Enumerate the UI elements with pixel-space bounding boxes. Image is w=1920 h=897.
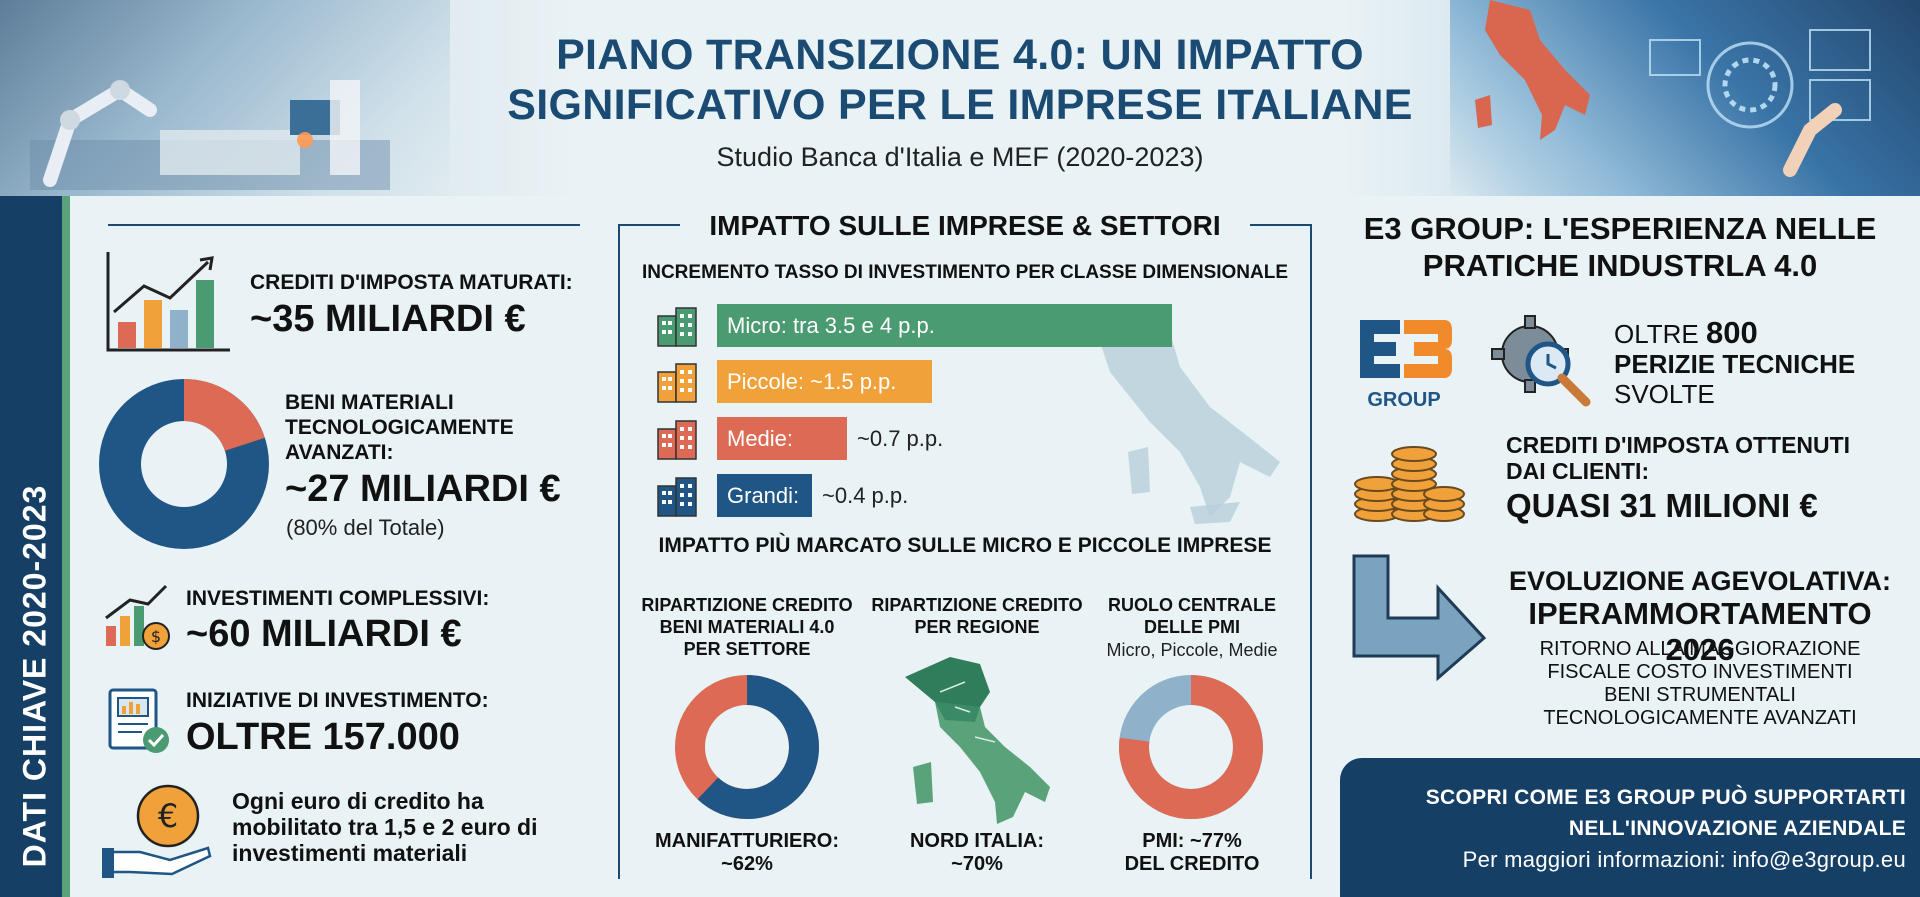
bar-value-3: ~0.4 p.p. — [822, 483, 909, 508]
header-banner: PIANO TRANSIZIONE 4.0: UN IMPATTO SIGNIF… — [0, 0, 1920, 196]
crediti-clienti-value: QUASI 31 MILIONI € — [1506, 487, 1818, 524]
robot-arm-icon — [30, 80, 390, 190]
sidebar-label: DATI CHIAVE 2020-2023 — [16, 484, 53, 868]
sector-chart-title: RIPARTIZIONE CREDITO BENI MATERIALI 4.0 … — [641, 595, 853, 659]
key-data-sidebar: DATI CHIAVE 2020-2023 — [0, 196, 70, 897]
region-chart-footer: NORD ITALIA: ~70% — [909, 830, 1045, 875]
left-divider — [108, 224, 580, 226]
beni-label: BENI MATERIALI TECNOLOGICAMENTE AVANZATI… — [285, 391, 514, 464]
perizie-text: OLTRE 800 PERIZIE TECNICHE SVOLTE — [1614, 315, 1856, 409]
svg-text:€: € — [158, 797, 178, 835]
building-icon — [654, 474, 700, 517]
svg-text:$: $ — [151, 627, 161, 646]
euro-hand-icon: € — [102, 784, 212, 878]
document-check-icon — [108, 688, 169, 753]
gear-magnifier-icon — [1491, 315, 1591, 407]
svg-text:GROUP: GROUP — [1367, 389, 1440, 411]
arrow-right-turn-icon — [1352, 554, 1487, 682]
italy-map-icon — [1475, 0, 1590, 140]
region-chart-title: RIPARTIZIONE CREDITO PER REGIONE — [871, 595, 1083, 637]
sector-chart-footer: MANIFATTURIERO: ~62% — [654, 830, 840, 875]
pmi-chart-title: RUOLO CENTRALE DELLE PMI — [1108, 595, 1276, 637]
invest-value: ~60 MILIARDI € — [186, 613, 462, 655]
bar-value-2: ~0.7 p.p. — [857, 426, 944, 451]
italy-map-background — [1100, 322, 1280, 524]
tech-hud-icon — [1649, 29, 1871, 177]
pmi-chart-subtitle: Micro, Piccole, Medie — [1106, 640, 1278, 660]
evo-label: EVOLUZIONE AGEVOLATIVA: — [1508, 566, 1891, 596]
cta-line-1: SCOPRI COME E3 GROUP PUÒ SUPPORTARTI — [1425, 786, 1906, 809]
bar-3: Grandi: — [717, 474, 812, 517]
invest-label: INVESTIMENTI COMPLESSIVI: — [186, 587, 490, 610]
pmi-donut-chart — [1119, 675, 1263, 819]
bar-0: Micro: tra 3.5 e 4 p.p. — [717, 304, 1172, 347]
beni-donut-chart — [99, 379, 269, 549]
investment-growth-icon: $ — [105, 584, 170, 650]
crediti-label: CREDITI D'IMPOSTA MATURATI: — [250, 271, 573, 294]
sector-donut-chart — [675, 675, 819, 819]
contact-email-link[interactable]: Per maggiori informazioni: info@e3group.… — [1462, 847, 1906, 872]
bar-chart-growth-icon — [106, 252, 230, 352]
crediti-clienti-label: CREDITI D'IMPOSTA OTTENUTI DAI CLIENTI: — [1506, 432, 1851, 484]
iniz-label: INIZIATIVE DI INVESTIMENTO: — [186, 689, 489, 712]
beni-note: (80% del Totale) — [286, 515, 445, 540]
evo-description: RITORNO ALLA MAGGIORAZIONE FISCALE COSTO… — [1539, 638, 1861, 729]
e3-section-title: E3 GROUP: L'ESPERIENZA NELLE PRATICHE IN… — [1363, 211, 1877, 283]
iniz-value: OLTRE 157.000 — [186, 716, 460, 758]
italy-region-map — [905, 657, 1050, 824]
impact-subtitle: IMPATTO PIÙ MARCATO SULLE MICRO E PICCOL… — [658, 534, 1272, 557]
bar-2: Medie: — [717, 417, 847, 460]
e3-group-logo: GROUP — [1360, 320, 1452, 411]
pmi-chart-footer: PMI: ~77% DEL CREDITO — [1124, 830, 1260, 875]
bars-title: INCREMENTO TASSO DI INVESTIMENTO PER CLA… — [641, 262, 1289, 283]
building-icon — [654, 417, 700, 460]
coins-stack-icon — [1354, 446, 1465, 522]
cta-line-2: NELL'INNOVAZIONE AZIENDALE — [1568, 817, 1906, 840]
bar-1: Piccole: ~1.5 p.p. — [717, 360, 932, 403]
contact-cta-banner[interactable]: SCOPRI COME E3 GROUP PUÒ SUPPORTARTI NEL… — [1340, 758, 1920, 897]
euro-leverage-text: Ogni euro di credito ha mobilitato tra 1… — [232, 788, 538, 866]
page-subtitle: Studio Banca d'Italia e MEF (2020-2023) — [716, 142, 1204, 172]
evo-value: IPERAMMORTAMENTO 2026 — [1528, 596, 1872, 667]
building-icon — [654, 304, 700, 347]
page-title: PIANO TRANSIZIONE 4.0: UN IMPATTO SIGNIF… — [507, 31, 1413, 129]
crediti-value: ~35 MILIARDI € — [250, 298, 526, 340]
impact-title: IMPATTO SULLE IMPRESE & SETTORI — [680, 210, 1250, 242]
beni-value: ~27 MILIARDI € — [285, 468, 561, 510]
building-icon — [654, 360, 700, 403]
